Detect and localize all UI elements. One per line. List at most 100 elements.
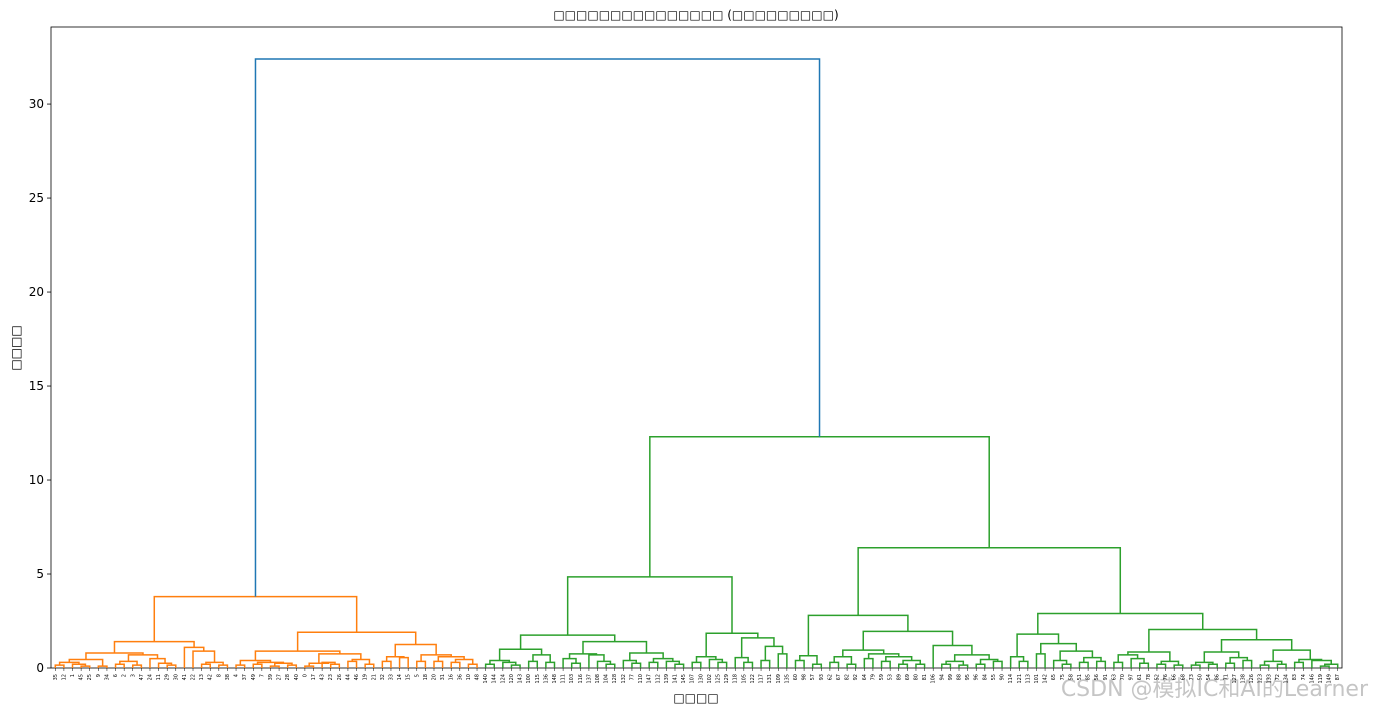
leaf-label: 2 <box>122 674 128 677</box>
leaf-label: 109 <box>776 674 782 684</box>
link <box>85 652 144 660</box>
leaf-label: 29 <box>165 674 171 680</box>
leaf-label: 60 <box>793 674 799 680</box>
leaf-label: 38 <box>225 674 231 680</box>
link <box>1061 663 1072 668</box>
leaf-label: 148 <box>552 674 558 684</box>
leaf-label: 10 <box>466 674 472 680</box>
leaf-label: 12 <box>61 674 67 680</box>
leaf-label: 138 <box>1241 674 1247 684</box>
leaf-label: 126 <box>1249 674 1255 684</box>
link <box>582 640 648 654</box>
link <box>329 663 341 668</box>
leaf-label: 34 <box>104 674 110 680</box>
link <box>1293 661 1305 668</box>
leaf-label: 59 <box>879 674 885 680</box>
leaf-label: 120 <box>509 674 515 684</box>
leaf-label: 143 <box>518 674 524 684</box>
leaf-label: 100 <box>526 674 532 684</box>
leaf-label: 5 <box>414 674 420 677</box>
leaf-label: 33 <box>388 674 394 680</box>
link <box>958 664 969 668</box>
link <box>857 546 1122 616</box>
leaf-label: 118 <box>733 674 739 684</box>
leaf-label: 96 <box>974 674 980 680</box>
leaf-label: 117 <box>759 674 765 684</box>
y-tick-label: 20 <box>29 285 44 299</box>
leaf-label: 16 <box>449 674 455 680</box>
plot-frame <box>50 26 1343 669</box>
leaf-label: 15 <box>406 674 412 680</box>
leaf-label: 66 <box>1172 674 1178 680</box>
leaf-label: 55 <box>991 674 997 680</box>
y-tick-label: 25 <box>29 191 44 205</box>
leaf-label: 36 <box>457 674 463 680</box>
leaf-label: 22 <box>191 674 197 680</box>
leaf-label: 71 <box>1223 674 1229 680</box>
leaf-label: 105 <box>741 674 747 684</box>
link <box>915 663 926 668</box>
leaf-label: 37 <box>242 674 248 680</box>
leaf-label: 141 <box>672 674 678 684</box>
leaf-label: 30 <box>173 674 179 680</box>
link <box>1018 660 1029 668</box>
leaf-label: 94 <box>939 674 945 680</box>
y-tick-label: 5 <box>36 567 44 581</box>
link <box>433 660 444 668</box>
link <box>777 653 788 668</box>
leaf-label: 76 <box>1163 674 1169 680</box>
leaf-label: 119 <box>1318 674 1324 684</box>
link <box>622 659 638 668</box>
link <box>218 664 229 668</box>
link <box>863 657 874 668</box>
leaf-label: 6 <box>113 674 119 677</box>
link <box>252 663 263 668</box>
leaf-label: 145 <box>681 674 687 684</box>
link <box>132 664 143 668</box>
link <box>1040 642 1078 654</box>
leaf-label: 72 <box>1275 674 1281 680</box>
leaf-label: 68 <box>1180 674 1186 680</box>
leaf-label: 127 <box>1232 674 1238 684</box>
leaf-label: 93 <box>819 674 825 680</box>
chart-title: □□□□□□□□□□□□□□□ (□□□□□□□□□) <box>553 8 838 22</box>
link <box>674 663 685 668</box>
y-axis-label: □□□□ <box>9 325 23 370</box>
link <box>631 662 642 668</box>
link <box>1259 664 1270 668</box>
link <box>691 661 702 668</box>
link <box>1095 660 1107 668</box>
leaf-label: 61 <box>1137 674 1143 680</box>
leaf-label: 87 <box>1335 674 1341 680</box>
leaf-label: 40 <box>294 674 300 680</box>
link <box>254 58 821 597</box>
leaf-label: 64 <box>862 674 868 680</box>
leaf-label: 107 <box>690 674 696 684</box>
link <box>1078 661 1089 668</box>
link <box>1035 653 1046 668</box>
leaf-label: 7 <box>259 674 265 677</box>
leaf-label: 45 <box>79 674 85 680</box>
link <box>381 660 392 668</box>
leaf-label: 80 <box>913 674 919 680</box>
link <box>1009 655 1025 668</box>
leaf-label: 32 <box>380 674 386 680</box>
leaf-label: 136 <box>543 674 549 684</box>
link <box>570 662 582 668</box>
link <box>166 664 177 668</box>
link <box>364 663 375 668</box>
leaf-label: 122 <box>750 674 756 684</box>
watermark: CSDN @模拟IC和AI的Learner <box>1061 677 1369 702</box>
link <box>743 661 754 668</box>
leaf-label: 54 <box>1206 674 1212 680</box>
leaf-label: 134 <box>1284 674 1290 684</box>
link <box>941 663 952 668</box>
y-tick-label: 30 <box>29 97 44 111</box>
link <box>705 632 759 657</box>
link <box>740 637 775 658</box>
leaf-label: 78 <box>1146 674 1152 680</box>
leaf-label: 84 <box>982 674 988 680</box>
leaf-label: 24 <box>147 674 153 680</box>
leaf-label: 56 <box>1094 674 1100 680</box>
